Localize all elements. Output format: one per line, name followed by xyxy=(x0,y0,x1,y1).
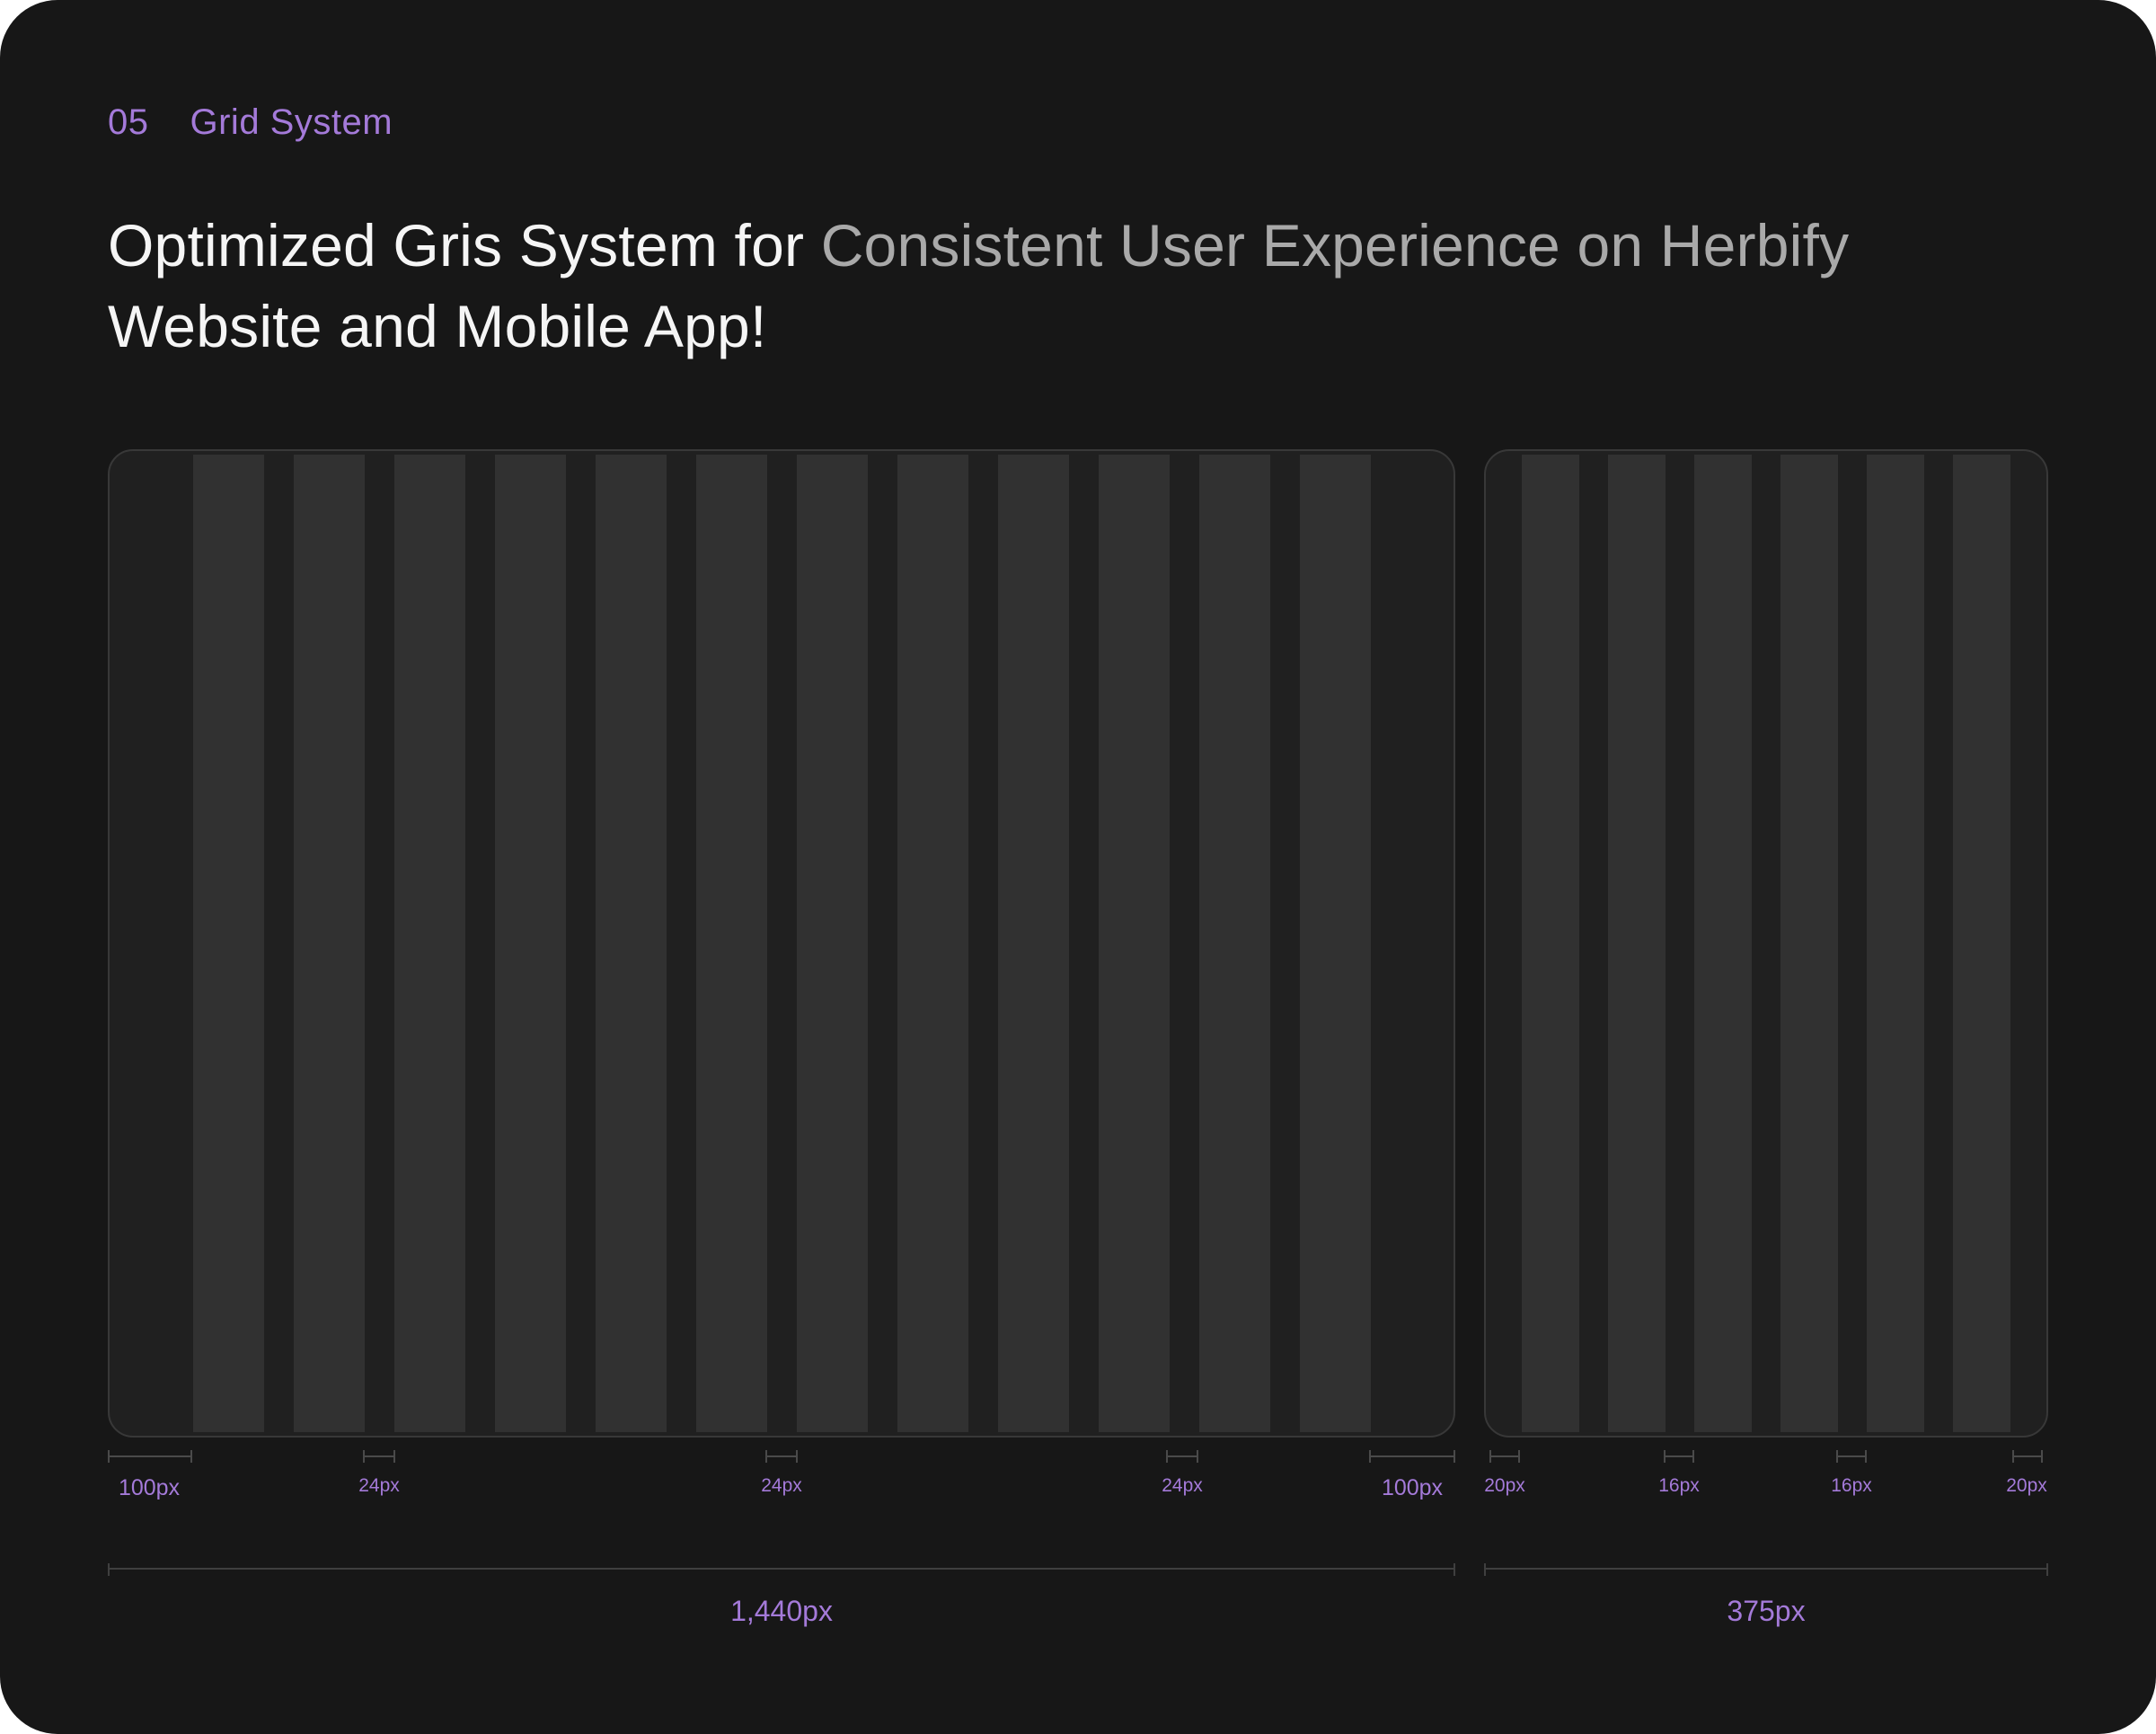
desktop-margin-right-marker xyxy=(1369,1450,1455,1468)
mobile-gutter-marker xyxy=(1836,1450,1867,1468)
mobile-gutter-marker xyxy=(1664,1450,1694,1468)
desktop-grid-column xyxy=(696,455,767,1432)
desktop-total-width-label: 1,440px xyxy=(730,1595,833,1627)
desktop-grid-column xyxy=(596,455,667,1432)
desktop-grid-column xyxy=(1099,455,1170,1432)
desktop-gutter-marker xyxy=(1166,1450,1198,1468)
desktop-grid-column xyxy=(394,455,465,1432)
desktop-grid-column xyxy=(797,455,868,1432)
desktop-grid-column xyxy=(998,455,1069,1432)
desktop-grid-column xyxy=(897,455,968,1432)
desktop-gutter-marker xyxy=(765,1450,798,1468)
desktop-margin-left-label: 100px xyxy=(118,1475,181,1500)
desktop-gutter-marker xyxy=(363,1450,395,1468)
mobile-grid-column xyxy=(1780,455,1838,1432)
desktop-grid-column xyxy=(1300,455,1371,1432)
mobile-gutter-label: 16px xyxy=(1658,1475,1700,1496)
mobile-margin-left-marker xyxy=(1489,1450,1520,1468)
mobile-gutter-label: 16px xyxy=(1831,1475,1872,1496)
desktop-grid-column xyxy=(1199,455,1270,1432)
mobile-total-width-marker xyxy=(1484,1563,2048,1580)
headline-part-2-muted: Consistent User Experience on Herbify xyxy=(820,212,1850,279)
section-title: Grid System xyxy=(190,102,393,142)
headline-part-1: Optimized Gris System for xyxy=(108,212,821,279)
desktop-grid-column xyxy=(193,455,264,1432)
mobile-grid-column xyxy=(1694,455,1752,1432)
mobile-grid-column xyxy=(1608,455,1666,1432)
page-headline: Optimized Gris System for Consistent Use… xyxy=(108,205,2039,367)
headline-part-3: Website and Mobile App! xyxy=(108,293,767,359)
mobile-grid-column xyxy=(1953,455,2010,1432)
desktop-grid-frame xyxy=(108,449,1455,1438)
desktop-gutter-label: 24px xyxy=(358,1475,400,1496)
desktop-margin-right-label: 100px xyxy=(1381,1475,1444,1500)
mobile-total-width-label: 375px xyxy=(1727,1595,1806,1627)
mobile-grid-frame xyxy=(1484,449,2048,1438)
desktop-grid-column xyxy=(495,455,566,1432)
mobile-margin-right-marker xyxy=(2012,1450,2043,1468)
mobile-grid-column xyxy=(1867,455,1924,1432)
section-eyebrow: 05 Grid System xyxy=(108,102,393,143)
desktop-total-width-marker xyxy=(108,1563,1455,1580)
mobile-grid-column xyxy=(1522,455,1579,1432)
desktop-margin-left-marker xyxy=(108,1450,192,1468)
desktop-grid-column xyxy=(294,455,365,1432)
mobile-margin-right-label: 20px xyxy=(2006,1475,2047,1496)
desktop-gutter-label: 24px xyxy=(761,1475,802,1496)
section-number: 05 xyxy=(108,102,149,142)
desktop-gutter-label: 24px xyxy=(1162,1475,1203,1496)
mobile-margin-left-label: 20px xyxy=(1484,1475,1525,1496)
